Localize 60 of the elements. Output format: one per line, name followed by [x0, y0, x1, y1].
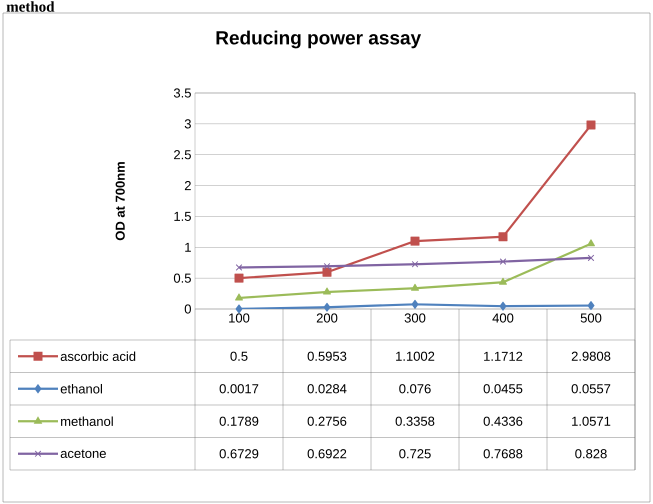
legend-label: acetone	[60, 449, 106, 458]
data-label: 0.0557	[572, 384, 610, 394]
point	[236, 264, 242, 271]
point	[235, 293, 243, 300]
point	[234, 274, 244, 283]
legend-label: ethanol	[60, 384, 102, 394]
point	[500, 302, 507, 311]
point	[324, 262, 330, 270]
data-label: 0.4336	[484, 416, 522, 426]
legend-label: methanol	[61, 416, 113, 426]
text: method	[6, 1, 54, 12]
point	[236, 304, 242, 314]
data-label: 1.1712	[484, 352, 522, 361]
data-label: 0.1789	[220, 416, 258, 426]
data-label: 0.0017	[220, 384, 258, 394]
legend-label: ascorbic acid	[60, 351, 136, 362]
point	[588, 254, 594, 262]
data-label: 0.5953	[308, 352, 346, 361]
point	[586, 120, 596, 130]
x-tick-label: 300	[404, 313, 426, 323]
data-label: 0.0284	[308, 384, 347, 394]
point	[322, 268, 332, 277]
x-tick-label: 200	[316, 313, 338, 323]
y-tick-label: 3.5	[174, 88, 191, 98]
chart-title: Reducing power assay	[216, 30, 422, 48]
point	[500, 258, 506, 265]
data-label: 0.6729	[220, 449, 258, 458]
point	[410, 236, 420, 246]
data-label: 0.076	[399, 384, 431, 394]
x-tick-label: 500	[580, 313, 602, 323]
data-label: 0.725	[399, 449, 431, 458]
point	[587, 239, 595, 246]
point	[499, 278, 507, 285]
data-label: 2.9808	[572, 352, 610, 361]
y-tick-label: 0	[184, 304, 191, 314]
y-axis-title: OD at 700nm	[116, 162, 125, 240]
y-tick-label: 3	[184, 119, 191, 128]
data-label: 0.0455	[484, 384, 522, 394]
point	[498, 232, 508, 242]
data-label: 0.2756	[308, 416, 346, 426]
point	[324, 302, 331, 312]
data-label: 0.6922	[308, 449, 346, 458]
point	[588, 301, 594, 310]
x-tick-label: 100	[229, 313, 250, 323]
data-label: 1.0571	[572, 416, 610, 426]
x-tick-label: 400	[492, 313, 514, 323]
data-label: 0.7688	[484, 449, 522, 458]
y-tick-label: 2	[184, 181, 191, 190]
point	[323, 287, 331, 294]
data-label: 0.5	[230, 352, 248, 361]
point	[412, 260, 418, 268]
y-tick-label: 1.5	[174, 212, 191, 221]
data-label: 1.1002	[396, 352, 434, 361]
y-tick-label: 0.5	[174, 274, 191, 283]
y-tick-label: 2.5	[174, 150, 191, 160]
y-tick-label: 1	[185, 242, 191, 252]
data-label: 0.828	[575, 449, 607, 458]
point	[412, 300, 419, 309]
data-label: 0.3358	[396, 416, 434, 426]
point	[411, 284, 419, 291]
